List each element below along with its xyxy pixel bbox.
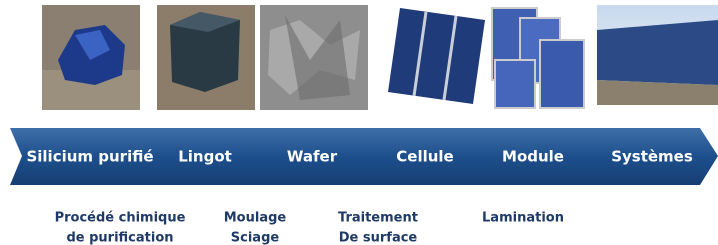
process-label: Procédé chimique: [55, 211, 186, 226]
photo-wafer: [260, 5, 368, 110]
stage-label: Cellule: [396, 148, 453, 166]
stage-label: Silicium purifié: [26, 148, 153, 166]
process-label: Sciage: [231, 231, 280, 245]
process-label: De surface: [339, 231, 418, 245]
photos: [42, 5, 718, 110]
photo-ingot: [157, 5, 255, 110]
process-label: Traitement: [338, 211, 418, 226]
stage-label: Lingot: [178, 148, 232, 166]
photo-cell: [388, 8, 485, 104]
photo-silicon: [42, 5, 140, 110]
process-label: Lamination: [482, 211, 564, 226]
stage-label: Module: [502, 148, 564, 166]
stage-label: Wafer: [287, 148, 338, 166]
photo-modules: [492, 8, 584, 108]
photo-systems: [597, 5, 718, 105]
diagram: Silicium purifié Lingot Wafer Cellule Module…: [0, 0, 718, 245]
stage-label: Systèmes: [611, 148, 693, 166]
process-label: Moulage: [224, 211, 287, 226]
process-label: de purification: [66, 231, 173, 245]
